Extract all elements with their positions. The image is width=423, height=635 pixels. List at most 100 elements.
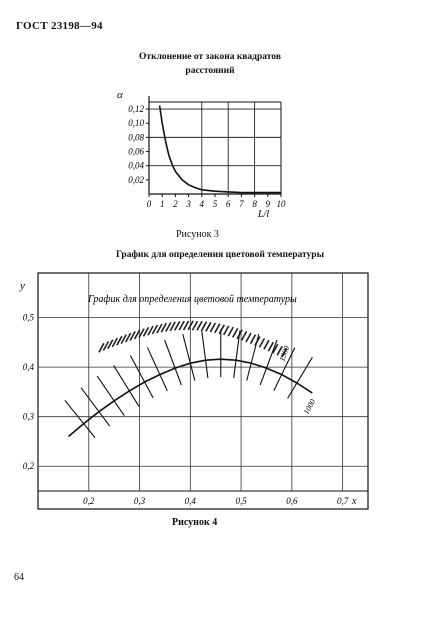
figure4-ladder-mark [236, 329, 243, 340]
isotherm-label-1000: 1000 [302, 398, 317, 416]
figure4-ladder-mark [107, 339, 114, 350]
figure4-title: График для определения цветовой температ… [115, 250, 325, 260]
figure4-planck-locus [67, 358, 313, 438]
figure4-ladder-mark [254, 336, 261, 346]
figure4-isotherm-line [113, 365, 140, 407]
figure3-y-tick-label: 0,04 [128, 161, 144, 171]
figure4-ladder-mark [182, 320, 190, 331]
figure4-ladder-mark [129, 331, 136, 341]
figure4-ladder-mark [245, 332, 252, 343]
figure4-ladder-mark [196, 320, 203, 331]
figure3-x-tick-label: 2 [173, 199, 178, 209]
figure4-isotherm-line [201, 330, 209, 379]
figure3-x-ticks: 0 1 2 3 4 5 6 7 8 9 10 [147, 194, 286, 209]
figure3-y-tick-label: 0,06 [128, 147, 144, 157]
figure4-ladder-mark [120, 334, 127, 344]
figure4-ladder-mark [281, 347, 288, 358]
figure4-ladder-mark [102, 341, 110, 351]
figure3-x-tick-label: 7 [239, 199, 244, 209]
page-number: 64 [14, 572, 24, 583]
figure4-ladder-mark [178, 320, 185, 331]
figure4-ladder-mark [249, 334, 257, 345]
figure4-x-tick-label: 0,3 [134, 496, 146, 506]
figure4-ladder-mark [214, 323, 221, 334]
figure4-isotherm-line [273, 347, 296, 391]
figure4-ladder-mark [191, 320, 199, 331]
figure4-ladder-mark [133, 329, 141, 340]
figure4-isotherm-line [164, 339, 182, 386]
figure4-ladder-mark [138, 328, 145, 338]
figure3-title-line2: расстояний [185, 66, 235, 76]
figure4-isotherm-line [233, 330, 241, 379]
figure4-ladder-mark [218, 324, 225, 335]
figure4-y-tick-label: 0,4 [23, 362, 35, 372]
figure4-ladder-mark [227, 326, 234, 337]
figure4-caption: Рисунок 4 [172, 517, 218, 528]
figure4-ladder-mark [200, 321, 208, 332]
figure4-isotherm-line [259, 339, 278, 386]
figure4-temperature-ladder [98, 320, 288, 358]
figure3-x-tick-label: 6 [226, 199, 231, 209]
figure3-title-line1: Отклонение от закона квадратов [139, 52, 281, 62]
figure4-ladder-mark [258, 338, 266, 348]
figure4-ladder-mark [205, 321, 212, 332]
figure4-y-tick-label: 0,2 [23, 461, 35, 471]
figure4-ladder-mark [209, 322, 217, 333]
figure4-ladder-mark [125, 332, 132, 343]
figure3-x-tick-label: 3 [185, 199, 191, 209]
figure3-y-tick-label: 0,12 [128, 104, 144, 114]
figure4-ladder-mark [142, 326, 150, 337]
figure4-ladder-mark [223, 325, 230, 336]
figure3-y-tick-label: 0,02 [128, 175, 144, 185]
figure4-ladder-mark [276, 345, 283, 356]
figure3-y-symbol: α [117, 89, 123, 101]
figure4-isotherm-line [64, 399, 96, 438]
figure4-ladder-mark [111, 337, 118, 348]
figure4-ladder-mark [174, 321, 181, 331]
figure3-y-ticks: 0,12 0,10 0,08 0,06 0,04 0,02 [128, 104, 149, 185]
figure3-x-tick-label: 9 [266, 199, 271, 209]
figure3-y-tick-label: 0,08 [128, 132, 144, 142]
figure4-ladder-mark [147, 325, 154, 336]
figure4-isotherm-line [182, 333, 196, 381]
figure4-ladder-mark [160, 322, 167, 333]
figure4-grid [38, 273, 368, 491]
figure4-x-tick-label: 0,6 [286, 496, 298, 506]
figure4-ladder-mark [165, 322, 172, 332]
figure4-frame [37, 272, 369, 510]
figure4-ladder-mark [232, 328, 239, 338]
figure4-ladder-mark [187, 320, 194, 331]
figure4-y-tick-label: 0,5 [23, 313, 35, 323]
figure4-isotherm-line [146, 347, 168, 392]
figure3-x-tick-label: 0 [147, 199, 152, 209]
figure4-ladder-mark [156, 323, 163, 334]
figure3-x-tick-label: 4 [200, 199, 205, 209]
figure3-x-tick-label: 5 [213, 199, 218, 209]
figure4-ladder-mark [272, 343, 279, 354]
figure4-x-tick-label: 0,7 [337, 496, 349, 506]
standard-code: ГОСТ 23198—94 [16, 20, 103, 32]
figure4-ladder-mark [169, 321, 176, 332]
figure3-y-tick-label: 0,10 [128, 118, 144, 128]
figure4-ladder-mark [267, 341, 274, 352]
figure3-x-tick-label: 8 [252, 199, 257, 209]
figure4-inner-title: График для определения цветовой температ… [87, 294, 297, 305]
figure4-isotherm-line [80, 387, 111, 427]
figure3-x-tick-label: 10 [277, 199, 287, 209]
figure4-y-label: y [19, 280, 25, 292]
figure4-x-ticks: 0,2 0,3 0,4 0,5 0,6 0,7 [83, 496, 349, 506]
figure4-isotherm-line [129, 355, 154, 399]
figure4-y-ticks: 0,5 0,4 0,3 0,2 [23, 313, 35, 472]
figure3-x-label: L/l [257, 209, 269, 220]
figure4-ladder-mark [240, 331, 248, 341]
figure4-x-tick-label: 0,4 [185, 496, 197, 506]
figure3-caption: Рисунок 3 [176, 229, 219, 240]
figure4-ladder-mark [151, 324, 159, 335]
figure4-y-tick-label: 0,3 [23, 412, 35, 422]
figure4-x-tick-label: 0,5 [235, 496, 247, 506]
figure4-ladder-mark [98, 342, 105, 353]
figure4-isotherm-line [287, 357, 313, 399]
figure3-curve [158, 105, 281, 194]
